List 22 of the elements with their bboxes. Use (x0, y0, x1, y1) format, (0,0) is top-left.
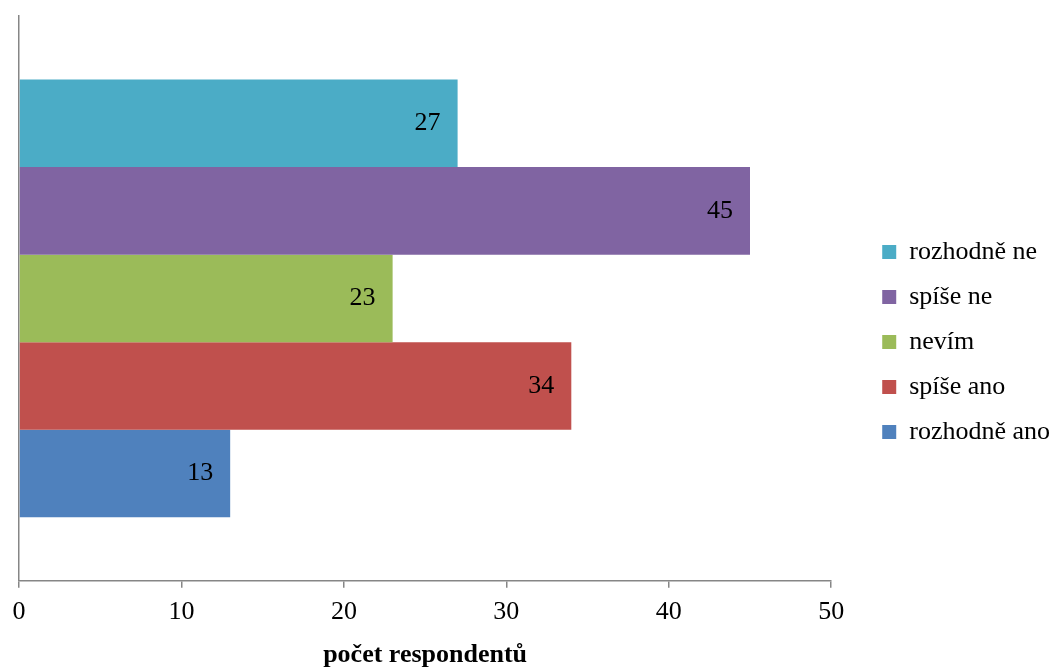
data-label: 23 (349, 282, 376, 312)
bar (19, 79, 458, 168)
legend-label: rozhodně ano (909, 415, 1050, 445)
bar (19, 254, 393, 343)
data-label: 34 (528, 369, 555, 399)
bar (19, 429, 231, 518)
bar (19, 342, 572, 430)
data-label: 45 (707, 194, 733, 224)
x-tick-label: 40 (655, 596, 682, 626)
x-tick-label: 10 (168, 596, 195, 626)
data-label: 13 (187, 457, 214, 487)
x-tick-label: 50 (818, 596, 845, 626)
legend-label: spíše ano (909, 370, 1006, 400)
bar (19, 167, 750, 255)
data-label: 27 (414, 107, 441, 137)
x-tick-label: 30 (493, 596, 520, 626)
legend-label: spíše ne (909, 280, 993, 310)
x-axis-title: počet respondentů (323, 638, 528, 668)
x-tick-label: 20 (330, 596, 357, 626)
x-tick-label: 0 (12, 596, 26, 626)
legend-label: nevím (909, 325, 975, 355)
legend-label: rozhodně ne (909, 235, 1037, 265)
